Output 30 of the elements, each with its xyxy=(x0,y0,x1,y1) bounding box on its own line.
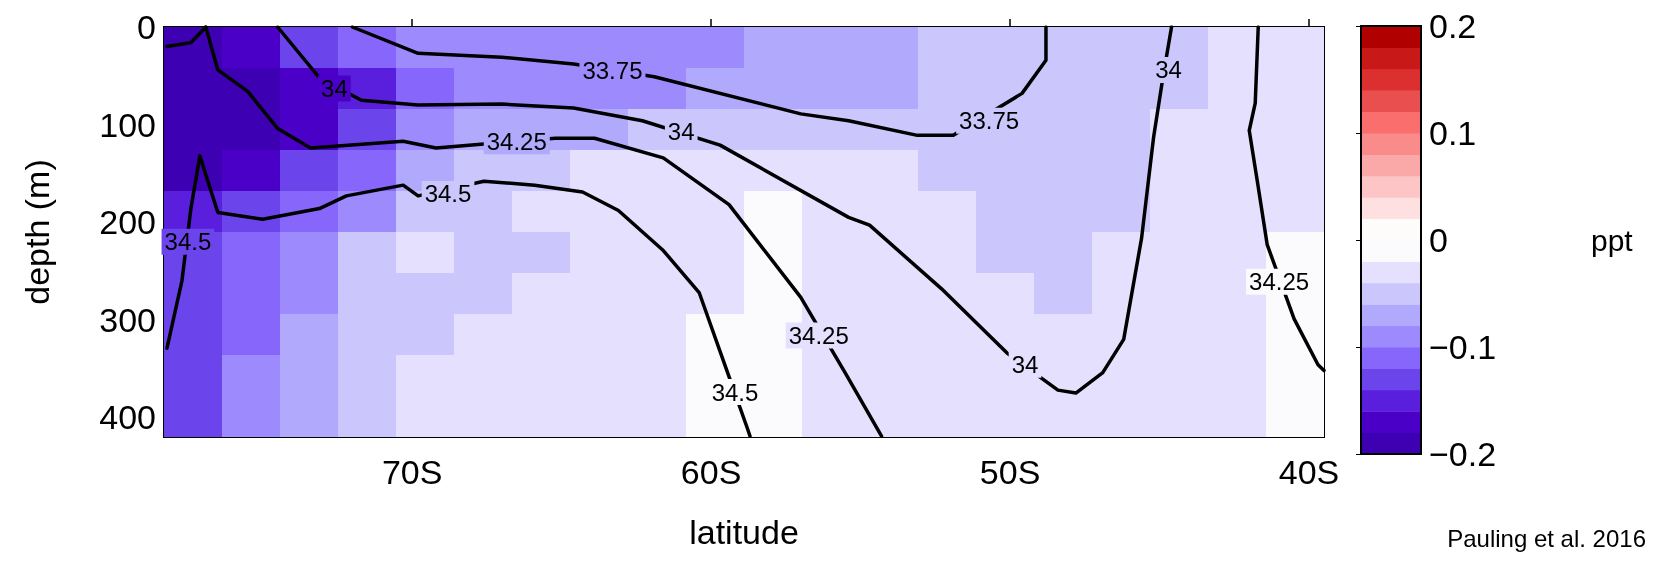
annotation: 34 xyxy=(1011,351,1039,379)
annotation: 34.5 xyxy=(424,180,472,208)
x-tick-label: 70S xyxy=(381,453,443,491)
y-tick-label: 300 xyxy=(99,300,156,339)
annotation: 34 xyxy=(667,117,695,145)
text: Pauling et al. 2016 xyxy=(1447,524,1647,552)
annotation: 34.25 xyxy=(486,127,547,155)
x-axis-title: latitude xyxy=(689,513,799,551)
annotation: 34.25 xyxy=(788,321,849,349)
annotation: 34.5 xyxy=(711,378,759,406)
x-tick-label: 50S xyxy=(979,453,1041,491)
annotation: 34.5 xyxy=(164,228,212,256)
annotation: 33.75 xyxy=(959,107,1020,135)
color-bar-label: 0 xyxy=(1429,221,1448,259)
x-tick-label: 40S xyxy=(1278,453,1340,491)
annotation: 33.75 xyxy=(582,57,643,85)
y-tick-label: 400 xyxy=(99,398,156,437)
x-tick-label: 60S xyxy=(680,453,742,491)
color-bar-label: 0.2 xyxy=(1429,7,1477,45)
annotation: 34.25 xyxy=(1249,268,1310,296)
color-bar-label: −0.1 xyxy=(1429,328,1497,366)
color-bar-label: 0.1 xyxy=(1429,114,1477,152)
color-bar-label: −0.2 xyxy=(1429,435,1497,473)
y-tick-label: 200 xyxy=(99,203,156,242)
y-tick-label: 0 xyxy=(137,8,156,46)
y-tick-label: 100 xyxy=(99,105,156,144)
y-axis-title: depth (m) xyxy=(18,159,56,305)
color-bar-title: ppt xyxy=(1591,223,1634,257)
annotation: 34 xyxy=(1155,56,1182,84)
annotation: 34 xyxy=(321,75,348,102)
